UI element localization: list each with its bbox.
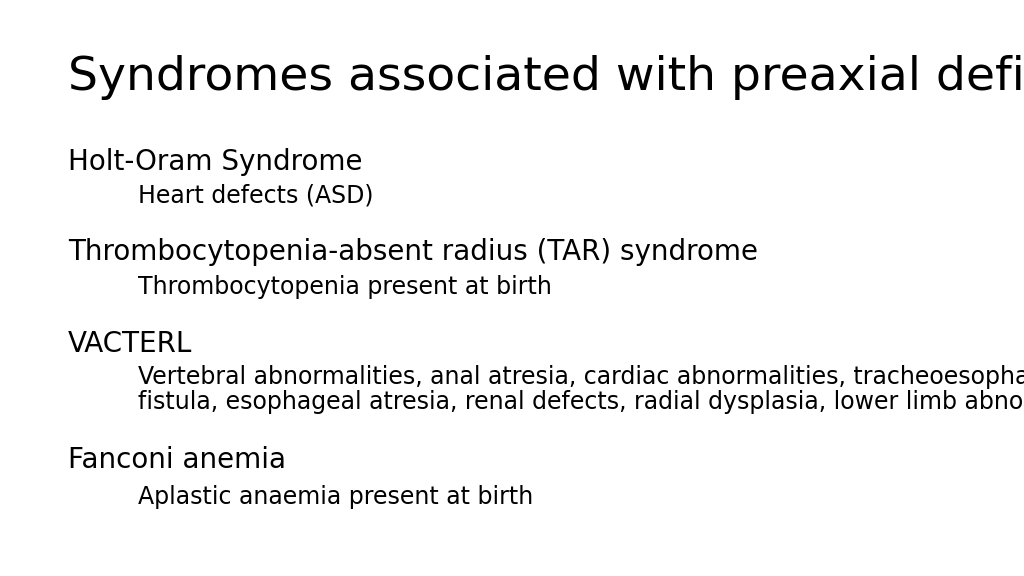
Text: fistula, esophageal atresia, renal defects, radial dysplasia, lower limb abnorma: fistula, esophageal atresia, renal defec… (138, 390, 1024, 414)
Text: Aplastic anaemia present at birth: Aplastic anaemia present at birth (138, 485, 534, 509)
Text: Vertebral abnormalities, anal atresia, cardiac abnormalities, tracheoesophageal: Vertebral abnormalities, anal atresia, c… (138, 365, 1024, 389)
Text: Thrombocytopenia present at birth: Thrombocytopenia present at birth (138, 275, 552, 299)
Text: VACTERL: VACTERL (68, 330, 193, 358)
Text: Syndromes associated with preaxial deficiency: Syndromes associated with preaxial defic… (68, 55, 1024, 100)
Text: Heart defects (ASD): Heart defects (ASD) (138, 183, 374, 207)
Text: Fanconi anemia: Fanconi anemia (68, 446, 286, 474)
Text: Holt-Oram Syndrome: Holt-Oram Syndrome (68, 148, 362, 176)
Text: Thrombocytopenia-absent radius (TAR) syndrome: Thrombocytopenia-absent radius (TAR) syn… (68, 238, 758, 266)
